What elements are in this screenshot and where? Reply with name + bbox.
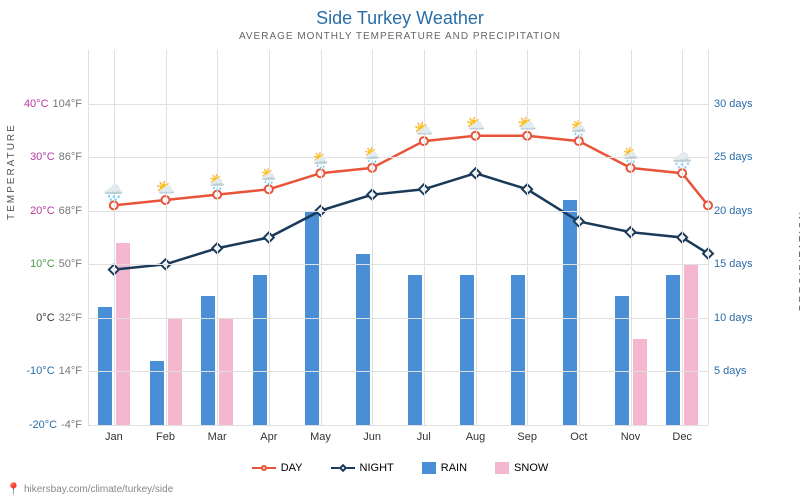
weather-icon: 🌨️ <box>672 151 692 171</box>
y-right-tick: 5 days <box>708 365 746 377</box>
legend-rain: RAIN <box>422 462 467 474</box>
weather-icon: ⛅ <box>156 178 176 198</box>
legend-day: DAY <box>252 462 303 474</box>
weather-icon: 🌦️ <box>362 146 382 166</box>
weather-icon: ⛅ <box>414 119 434 139</box>
y-left-tick: 20°C68°F <box>23 205 88 217</box>
footer-url: hikersbay.com/climate/turkey/side <box>24 484 173 495</box>
grid-line-h <box>88 157 708 158</box>
x-tick: Jul <box>417 425 431 443</box>
grid-line-v <box>527 50 528 425</box>
x-tick: Feb <box>156 425 175 443</box>
x-tick: Oct <box>570 425 587 443</box>
legend-snow: SNOW <box>495 462 548 474</box>
grid-line-h <box>88 371 708 372</box>
line-layer <box>88 50 708 425</box>
x-tick: Mar <box>208 425 227 443</box>
y-left-axis-title: TEMPERATURE <box>6 123 17 220</box>
grid-line-h <box>88 104 708 105</box>
legend-snow-swatch <box>495 462 509 474</box>
x-tick: Dec <box>672 425 692 443</box>
legend-day-swatch <box>252 467 276 469</box>
x-tick: Sep <box>517 425 537 443</box>
weather-icon: 🌦️ <box>621 146 641 166</box>
weather-icon: 🌦️ <box>569 119 589 139</box>
grid-line-h <box>88 211 708 212</box>
legend-night-label: NIGHT <box>360 462 394 474</box>
legend-rain-label: RAIN <box>441 462 467 474</box>
footer: 📍 hikersbay.com/climate/turkey/side <box>6 482 173 496</box>
grid-line-h <box>88 318 708 319</box>
grid-line-v <box>217 50 218 425</box>
legend-snow-label: SNOW <box>514 462 548 474</box>
chart-subtitle: AVERAGE MONTHLY TEMPERATURE AND PRECIPIT… <box>0 29 800 42</box>
legend-night: NIGHT <box>331 462 394 474</box>
y-right-tick: 25 days <box>708 151 753 163</box>
grid-line-v <box>476 50 477 425</box>
weather-icon: 🌦️ <box>207 173 227 193</box>
grid-line-v <box>166 50 167 425</box>
legend: DAY NIGHT RAIN SNOW <box>0 462 800 474</box>
y-right-tick: 10 days <box>708 312 753 324</box>
y-right-tick: 20 days <box>708 205 753 217</box>
climate-chart: Side Turkey Weather AVERAGE MONTHLY TEMP… <box>0 0 800 500</box>
grid-line-v <box>579 50 580 425</box>
y-left-tick: -20°C-4°F <box>25 419 88 431</box>
x-tick: Nov <box>621 425 641 443</box>
x-tick: Jan <box>105 425 123 443</box>
grid-line-v <box>269 50 270 425</box>
legend-rain-swatch <box>422 462 436 474</box>
weather-icon: 🌦️ <box>259 167 279 187</box>
night-line <box>114 173 708 269</box>
grid-line-v <box>424 50 425 425</box>
y-left-tick: -10°C14°F <box>23 365 88 377</box>
weather-icon: 🌦️ <box>311 151 331 171</box>
grid-line-v <box>631 50 632 425</box>
weather-icon: ⛅ <box>466 114 486 134</box>
grid-line-v <box>682 50 683 425</box>
map-pin-icon: 📍 <box>6 482 21 496</box>
y-right-tick: 30 days <box>708 98 753 110</box>
day-line <box>114 136 708 206</box>
grid-line-h <box>88 264 708 265</box>
grid-line-v <box>321 50 322 425</box>
x-tick: Aug <box>466 425 486 443</box>
chart-title: Side Turkey Weather <box>0 0 800 29</box>
x-tick: May <box>310 425 331 443</box>
plot-area: -20°C-4°F-10°C14°F0°C32°F10°C50°F20°C68°… <box>88 50 708 425</box>
grid-line-v <box>372 50 373 425</box>
y-left-tick: 10°C50°F <box>23 258 88 270</box>
grid-line-v <box>114 50 115 425</box>
y-right-tick: 15 days <box>708 258 753 270</box>
x-tick: Jun <box>363 425 381 443</box>
x-tick: Apr <box>260 425 277 443</box>
legend-night-swatch <box>331 467 355 469</box>
legend-day-label: DAY <box>281 462 303 474</box>
y-left-tick: 30°C86°F <box>23 151 88 163</box>
y-left-tick: 0°C32°F <box>23 312 88 324</box>
weather-icon: 🌧️ <box>104 183 124 203</box>
weather-icon: ⛅ <box>517 114 537 134</box>
y-left-tick: 40°C104°F <box>17 98 88 110</box>
